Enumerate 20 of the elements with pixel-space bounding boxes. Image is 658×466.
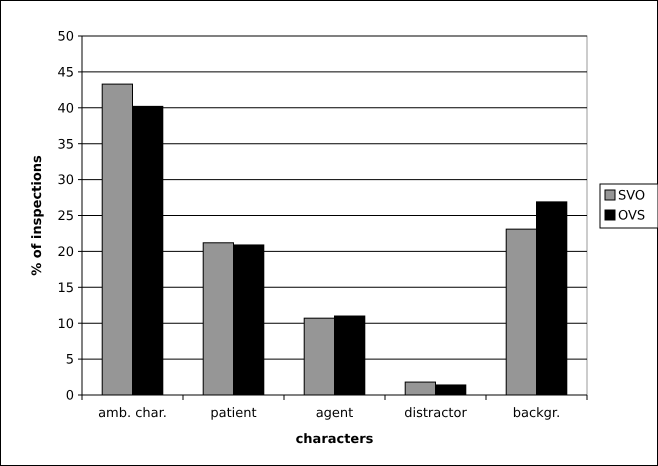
y-tick-label: 20 [57, 244, 74, 260]
y-tick-label: 0 [66, 388, 74, 404]
y-axis-title: % of inspections [30, 154, 45, 276]
y-tick-label: 25 [57, 209, 74, 224]
y-tick-label: 10 [57, 316, 74, 332]
x-axis-title: characters [296, 432, 374, 447]
x-tick-label: distractor [404, 406, 468, 421]
x-tick-label: backgr. [512, 406, 560, 421]
x-tick-label: agent [316, 406, 354, 421]
legend-label: OVS [618, 208, 646, 224]
legend-label: SVO [618, 188, 646, 204]
y-tick-label: 45 [57, 65, 74, 80]
y-tick-label: 35 [57, 137, 74, 152]
x-tick-label: patient [210, 406, 257, 421]
x-tick-label: amb. char. [98, 406, 167, 421]
y-tick-label: 15 [57, 280, 74, 296]
y-tick-label: 40 [57, 101, 74, 116]
y-tick-label: 5 [66, 352, 74, 368]
y-tick-label: 30 [57, 173, 74, 188]
y-tick-label: 50 [57, 30, 74, 45]
